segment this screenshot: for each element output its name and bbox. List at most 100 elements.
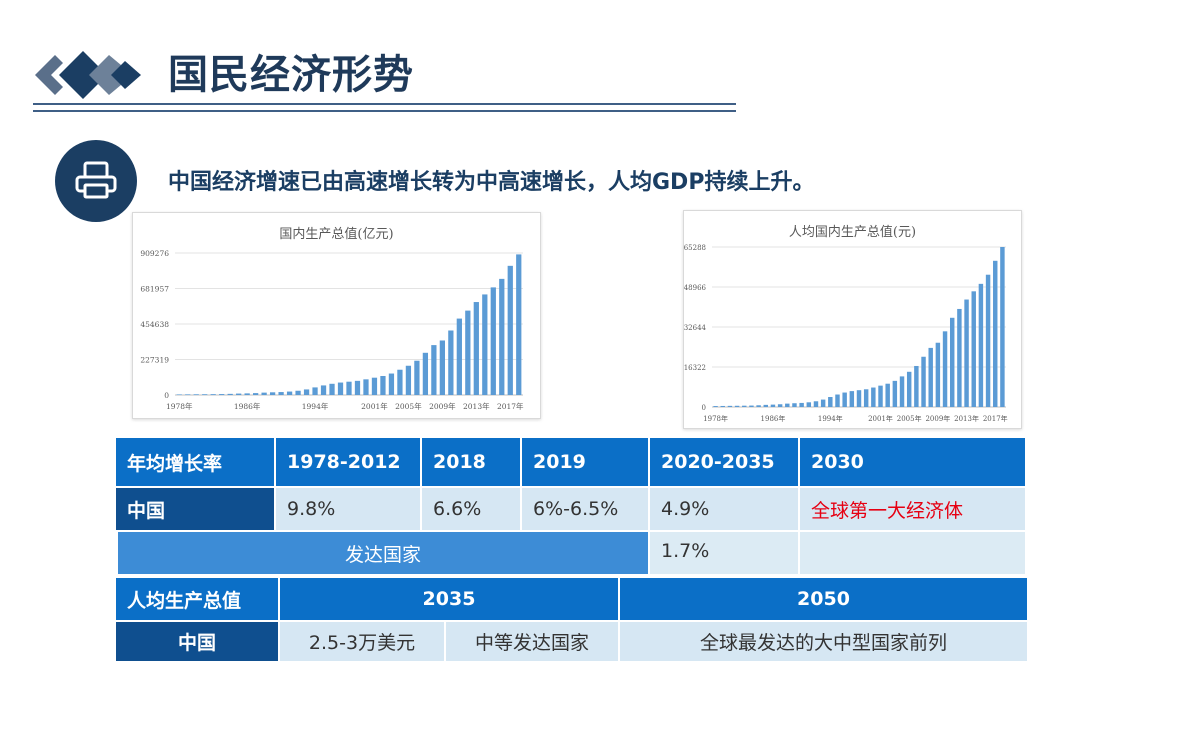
bar-2014	[482, 294, 488, 395]
bar-1979	[720, 405, 725, 407]
bar-2017	[993, 260, 998, 407]
bar-2010	[942, 331, 948, 407]
bar-1980	[727, 405, 733, 407]
bar-1991	[286, 391, 293, 395]
bar-2004	[397, 369, 403, 395]
bar-2005	[906, 371, 912, 407]
bar-2007	[422, 352, 429, 395]
growth-developed-2030	[800, 532, 1025, 574]
per-capita-china-2035-amount: 2.5-3万美元	[280, 622, 444, 661]
bar-2014	[971, 291, 976, 407]
bar-2005	[405, 365, 412, 395]
y-tick-label: 32644	[684, 324, 707, 332]
bar-2011	[949, 317, 955, 407]
bar-2008	[431, 345, 437, 395]
bar-2003	[892, 380, 898, 407]
x-tick-label: 1986年	[761, 414, 786, 423]
bar-2006	[914, 365, 919, 407]
gdp-chart-title: 国内生产总值(亿元)	[279, 227, 394, 242]
bar-2000	[871, 387, 876, 407]
title-divider-top	[33, 103, 736, 105]
y-tick-label: 65288	[684, 244, 706, 252]
bar-1982	[210, 394, 216, 395]
per-capita-chart-title: 人均国内生产总值(元)	[788, 225, 917, 240]
bar-1987	[253, 393, 259, 395]
bar-1996	[329, 383, 335, 395]
growth-header-1978-2012: 1978-2012	[276, 438, 420, 486]
bar-2015	[490, 287, 496, 395]
bar-1999	[354, 380, 361, 395]
bar-2002	[885, 383, 890, 407]
bar-1998	[346, 381, 352, 395]
x-tick-label: 2001年	[868, 414, 893, 423]
bar-2000	[363, 379, 369, 395]
growth-developed-2020-2035: 1.7%	[650, 532, 798, 574]
bar-2007	[921, 356, 926, 407]
bar-2018	[516, 254, 522, 395]
y-tick-label: 16322	[684, 364, 706, 372]
bar-1988	[261, 392, 267, 395]
bar-2018	[1000, 247, 1005, 407]
bar-1980	[193, 394, 199, 395]
x-tick-label: 1994年	[302, 401, 329, 411]
x-tick-label: 2009年	[429, 401, 456, 411]
per-capita-china-2035-level: 中等发达国家	[446, 622, 618, 661]
bar-2012	[957, 308, 962, 407]
bar-1981	[734, 405, 740, 407]
bar-2001	[878, 385, 883, 407]
growth-china-2019: 6%-6.5%	[522, 488, 648, 530]
per-capita-header-2035: 2035	[280, 578, 618, 620]
bar-1986	[770, 404, 776, 407]
per-capita-row-china-label: 中国	[116, 622, 278, 661]
bar-1979	[185, 394, 191, 395]
bar-2010	[448, 330, 454, 395]
subtitle: 中国经济增速已由高速增长转为中高速增长，人均GDP持续上升。	[168, 170, 815, 195]
bar-1997	[849, 391, 855, 407]
per-capita-header-label: 人均生产总值	[116, 578, 278, 620]
bar-1985	[236, 393, 242, 395]
y-tick-label: 909276	[140, 249, 169, 258]
per-capita-china-2050: 全球最发达的大中型国家前列	[620, 622, 1027, 661]
y-tick-label: 48966	[684, 284, 707, 292]
x-tick-label: 2017年	[983, 414, 1008, 423]
x-tick-label: 2017年	[497, 401, 524, 411]
bar-2016	[499, 278, 505, 395]
bar-2013	[473, 302, 479, 395]
bar-1983	[749, 405, 754, 407]
bar-2017	[507, 265, 513, 395]
growth-china-2020-2035: 4.9%	[650, 488, 798, 530]
bar-1990	[799, 402, 804, 407]
bar-2006	[414, 360, 420, 395]
bar-1982	[742, 405, 747, 407]
bullet-circle	[55, 140, 137, 222]
bar-1992	[295, 390, 301, 395]
per-capita-chart-plot: 0 16322 32644 48966 65288 1978年 1986年 1994年 2001…	[684, 244, 1008, 423]
x-tick-label: 1978年	[166, 401, 193, 411]
bar-1985	[763, 404, 769, 407]
bar-1984	[227, 393, 233, 395]
bar-2009	[935, 342, 941, 407]
bar-1981	[202, 394, 208, 395]
bar-2008	[928, 347, 933, 407]
bar-2001	[371, 377, 378, 395]
y-tick-label: 0	[164, 391, 169, 400]
bar-2016	[985, 274, 991, 407]
bar-2003	[388, 373, 395, 395]
bar-1993	[303, 389, 310, 395]
per-capita-header-2050: 2050	[620, 578, 1027, 620]
bar-1996	[842, 392, 847, 407]
growth-header-2019: 2019	[522, 438, 648, 486]
bar-1988	[785, 403, 790, 407]
bar-1994	[312, 387, 318, 395]
bar-1999	[863, 389, 869, 407]
x-tick-label: 2001年	[361, 401, 388, 411]
bar-1989	[269, 392, 276, 395]
growth-header-2020-2035: 2020-2035	[650, 438, 798, 486]
growth-row-china-label: 中国	[116, 488, 274, 530]
bar-1993	[820, 399, 826, 407]
page-title: 国民经济形势	[168, 52, 414, 98]
bar-1992	[813, 401, 819, 407]
x-tick-label: 1978年	[703, 414, 728, 423]
bar-1994	[828, 396, 833, 407]
bar-1998	[856, 390, 862, 407]
